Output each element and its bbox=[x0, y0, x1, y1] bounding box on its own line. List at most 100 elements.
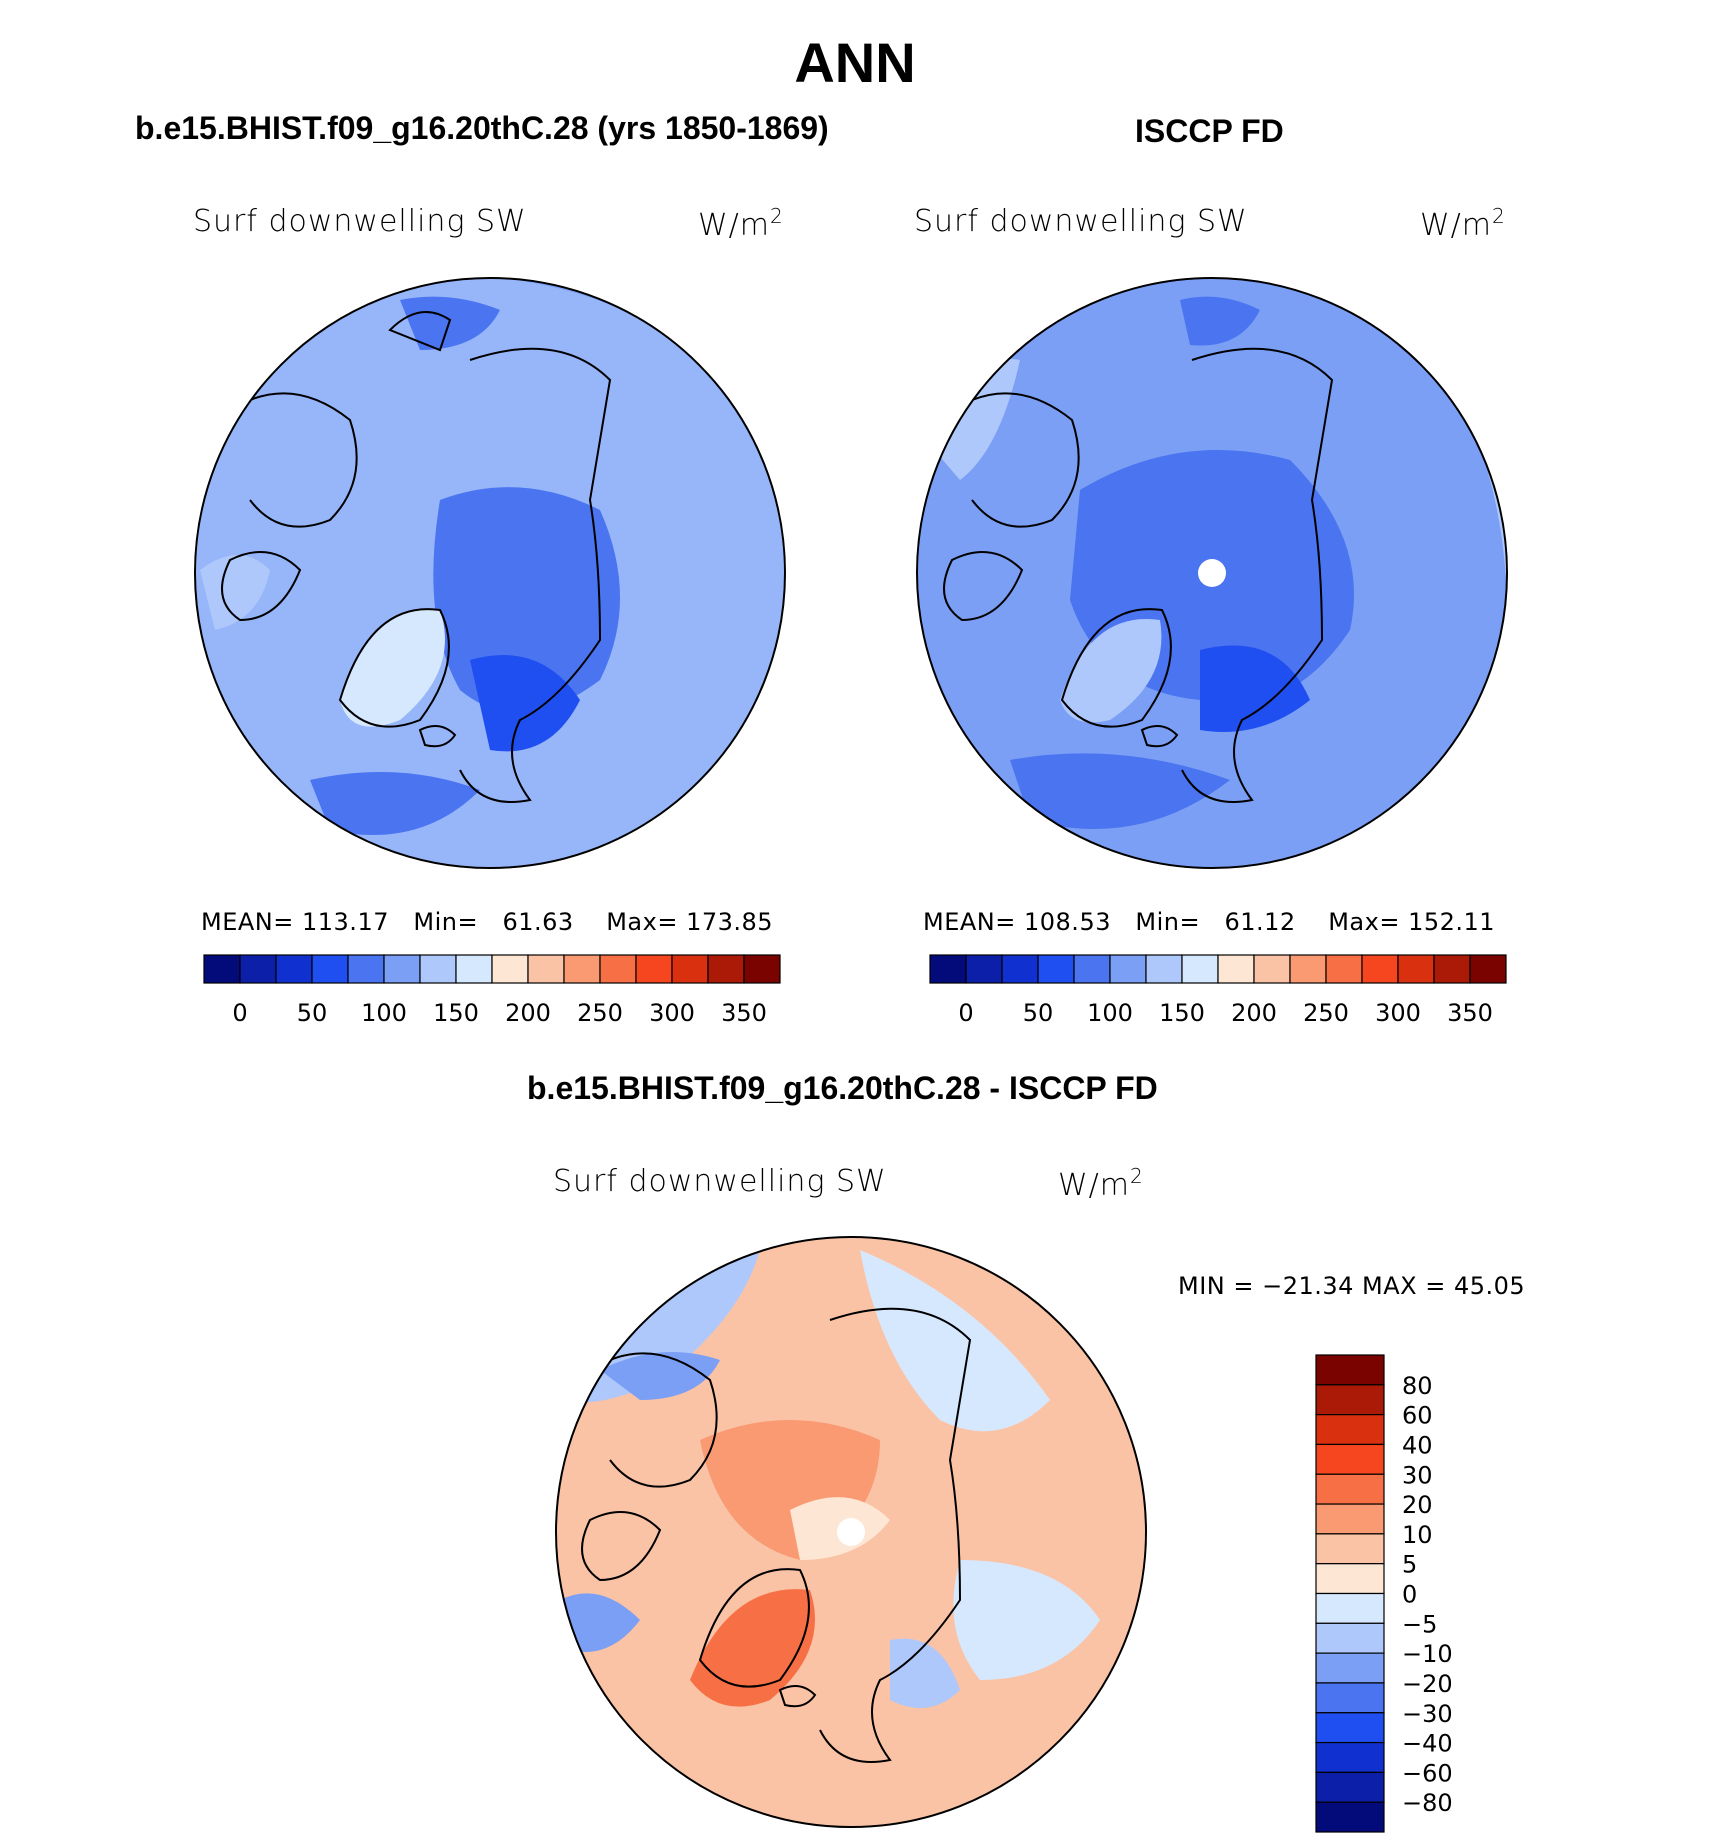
colorbar-tick-label: −40 bbox=[1402, 1730, 1453, 1758]
colorbar-swatch bbox=[671, 954, 709, 984]
colorbar-swatch bbox=[311, 954, 349, 984]
map-border bbox=[194, 277, 786, 869]
panel1-stats: MEAN= 113.17 Min= 61.63 Max= 173.85 bbox=[201, 908, 773, 936]
coastlines bbox=[943, 347, 1334, 803]
shade-region bbox=[200, 555, 270, 630]
panel2-title: ISCCP FD bbox=[1135, 113, 1284, 149]
colorbar-swatch bbox=[1315, 1384, 1385, 1416]
figure-title: ANN bbox=[794, 31, 916, 94]
max-value: 152.11 bbox=[1408, 908, 1496, 936]
colorbar-swatch bbox=[455, 954, 493, 984]
max-label: Max= bbox=[606, 908, 678, 936]
colorbar-swatch bbox=[1109, 954, 1147, 984]
shade-region bbox=[560, 1250, 760, 1403]
colorbar-swatch bbox=[1315, 1682, 1385, 1714]
colorbar-swatch bbox=[419, 954, 457, 984]
colorbar-tick-label: 0 bbox=[232, 999, 247, 1027]
colorbar-tick-label: 250 bbox=[1303, 999, 1349, 1027]
colorbar-swatch bbox=[527, 954, 565, 984]
colorbar-swatch bbox=[347, 954, 385, 984]
shade-region bbox=[470, 655, 580, 752]
colorbar-tick-label: −30 bbox=[1402, 1700, 1453, 1728]
shade-region bbox=[1200, 645, 1310, 732]
colorbar-swatch bbox=[1315, 1443, 1385, 1475]
colorbar-swatch bbox=[203, 954, 241, 984]
panel2-stats: MEAN= 108.53 Min= 61.12 Max= 152.11 bbox=[923, 908, 1495, 936]
missing-data-pole bbox=[837, 1518, 865, 1546]
shade-region bbox=[1060, 619, 1162, 723]
min-label: Min= bbox=[413, 908, 479, 936]
colorbar-tick-label: 200 bbox=[505, 999, 551, 1027]
colorbar-swatch bbox=[1397, 954, 1435, 984]
colorbar-swatch bbox=[1315, 1801, 1385, 1833]
colorbar-tick-label: 350 bbox=[721, 999, 767, 1027]
colorbar-tick-label: −5 bbox=[1402, 1610, 1437, 1638]
panel3-units: W/m2 bbox=[1058, 1164, 1144, 1203]
shade-region bbox=[433, 487, 620, 713]
panel3-title: b.e15.BHIST.f09_g16.20thC.28 - ISCCP FD bbox=[527, 1070, 1158, 1106]
panel1-units: W/m2 bbox=[698, 204, 784, 243]
mean-label: MEAN= bbox=[923, 908, 1016, 936]
colorbar-obs: 0 50 100 150 200 250 300 350 bbox=[929, 954, 1507, 1027]
shade-region bbox=[890, 1638, 960, 1708]
colorbar-tick-label: 0 bbox=[1402, 1581, 1417, 1609]
colorbar-tick-label: −60 bbox=[1402, 1759, 1453, 1787]
colorbar-swatch bbox=[239, 954, 277, 984]
panel2-variable: Surf downwelling SW bbox=[914, 204, 1248, 239]
colorbar-model: 0 50 100 150 200 250 300 350 bbox=[203, 954, 781, 1027]
colorbar-tick-label: 5 bbox=[1402, 1551, 1417, 1579]
panel3-minmax: MIN = −21.34 MAX = 45.05 bbox=[1178, 1272, 1526, 1300]
colorbar-swatch bbox=[1315, 1592, 1385, 1624]
map-border bbox=[555, 1236, 1147, 1828]
mean-value: 108.53 bbox=[1024, 908, 1111, 936]
colorbar-tick-label: 250 bbox=[577, 999, 623, 1027]
colorbar-swatch bbox=[1315, 1563, 1385, 1595]
colorbar-swatch bbox=[1037, 954, 1075, 984]
colorbar-swatch bbox=[1325, 954, 1363, 984]
colorbar-tick-label: 150 bbox=[1159, 999, 1205, 1027]
colorbar-tick-label: 200 bbox=[1231, 999, 1277, 1027]
colorbar-swatch bbox=[1315, 1652, 1385, 1684]
colorbar-swatch bbox=[929, 954, 967, 984]
shade-region bbox=[953, 1560, 1100, 1680]
panel3-variable: Surf downwelling SW bbox=[553, 1164, 887, 1199]
colorbar-swatch bbox=[743, 954, 781, 984]
mean-value: 113.17 bbox=[302, 908, 389, 936]
shade-region bbox=[860, 1250, 1050, 1432]
colorbar-tick-label: 50 bbox=[297, 999, 328, 1027]
colorbar-tick-label: 80 bbox=[1402, 1372, 1433, 1400]
colorbar-swatch bbox=[1433, 954, 1471, 984]
colorbar-tick-label: 0 bbox=[958, 999, 973, 1027]
max-value: 173.85 bbox=[686, 908, 774, 936]
colorbar-swatch bbox=[1315, 1473, 1385, 1505]
shade-region bbox=[690, 1589, 815, 1707]
shade-region bbox=[560, 1593, 640, 1652]
colorbar-tick-label: 60 bbox=[1402, 1402, 1433, 1430]
colorbar-tick-label: −20 bbox=[1402, 1670, 1453, 1698]
colorbar-tick-label: 10 bbox=[1402, 1521, 1433, 1549]
colorbar-swatch bbox=[1001, 954, 1039, 984]
colorbar-swatch bbox=[1073, 954, 1111, 984]
colorbar-swatch bbox=[383, 954, 421, 984]
panel1-variable: Surf downwelling SW bbox=[193, 204, 527, 239]
colorbar-swatch bbox=[1361, 954, 1399, 984]
panel2-units: W/m2 bbox=[1420, 204, 1506, 243]
shade-region bbox=[340, 609, 445, 727]
map-border bbox=[916, 277, 1508, 869]
colorbar-swatch bbox=[1315, 1503, 1385, 1535]
colorbar-swatch bbox=[491, 954, 529, 984]
colorbar-swatch bbox=[275, 954, 313, 984]
colorbar-swatch bbox=[1253, 954, 1291, 984]
shade-region bbox=[600, 1352, 720, 1400]
colorbar-swatch bbox=[965, 954, 1003, 984]
colorbar-tick-label: 150 bbox=[433, 999, 479, 1027]
colorbar-swatch bbox=[1315, 1622, 1385, 1654]
colorbar-swatch bbox=[599, 954, 637, 984]
shade-region bbox=[400, 296, 500, 350]
colorbar-tick-label: 350 bbox=[1447, 999, 1493, 1027]
map-model bbox=[195, 278, 785, 868]
colorbar-tick-label: 30 bbox=[1402, 1461, 1433, 1489]
coastlines bbox=[581, 1307, 972, 1763]
